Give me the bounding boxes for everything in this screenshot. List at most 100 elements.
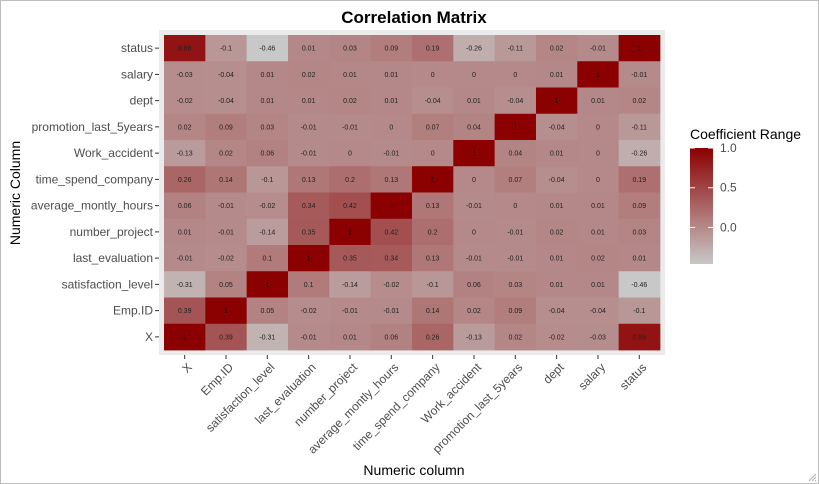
heatmap-cell: [164, 271, 206, 298]
heatmap-cell: [329, 271, 372, 298]
cell-value-label: 0.03: [632, 229, 646, 236]
heatmap-cell: [618, 297, 661, 325]
cell-value-label: 0.05: [219, 282, 233, 289]
heatmap-cell: [164, 297, 206, 325]
cell-value-label: 0.09: [219, 124, 233, 131]
heatmap-cell: [577, 297, 620, 325]
heatmap-cell: [246, 61, 289, 88]
resize-grip-icon[interactable]: [807, 472, 817, 482]
cell-value-label: 0.02: [591, 256, 605, 263]
cell-value-label: -0.01: [218, 203, 234, 210]
heatmap-cell: [329, 140, 372, 167]
heatmap-cell: [494, 271, 537, 298]
cell-value-label: 0.34: [302, 203, 316, 210]
heatmap-cell: [618, 87, 661, 115]
heatmap-cell: [205, 192, 248, 220]
heatmap-cell: [370, 113, 413, 141]
cell-value-label: 1: [596, 72, 600, 79]
cell-value-label: 1: [431, 177, 435, 184]
cell-value-label: -0.01: [631, 72, 647, 79]
heatmap-cell: [577, 61, 620, 88]
cell-value-label: 0: [596, 177, 600, 184]
heatmap-cell: [287, 140, 330, 167]
cell-value-label: 0.02: [219, 151, 233, 158]
cell-value-label: -0.01: [507, 256, 523, 263]
cell-value-label: 0.01: [384, 98, 398, 105]
heatmap-cell: [370, 192, 413, 220]
y-tick-label: Work_accident: [74, 146, 154, 160]
heatmap-cell: [453, 245, 496, 272]
cell-value-label: 1: [348, 229, 352, 236]
cell-value-label: 0.06: [467, 282, 481, 289]
cell-value-label: 0.01: [343, 72, 357, 79]
legend: Coefficient Range 1.0 0.5 0.0: [690, 126, 801, 264]
cell-value-label: 0.03: [508, 282, 522, 289]
y-tick-label: time_spend_company: [36, 172, 153, 186]
heatmap-cell: [577, 35, 620, 62]
cell-value-label: -0.04: [549, 124, 565, 131]
heatmap-cells: [164, 35, 661, 351]
legend-title: Coefficient Range: [690, 126, 801, 142]
cell-value-label: 0.14: [426, 308, 440, 315]
cell-value-label: 0.01: [261, 98, 275, 105]
legend-colorbar: [690, 148, 713, 264]
heatmap-cell: [164, 218, 206, 246]
cell-value-label: -0.14: [342, 282, 358, 289]
heatmap-cell: [164, 87, 206, 115]
cell-value-label: 0.19: [426, 46, 440, 53]
heatmap-cell: [453, 35, 496, 62]
heatmap-cell: [494, 297, 537, 325]
cell-value-label: 0.05: [261, 308, 275, 315]
legend-tick-label: 1.0: [720, 141, 737, 155]
heatmap-cell: [205, 87, 248, 115]
cell-value-label: 0.02: [467, 308, 481, 315]
cell-value-label: 0.04: [508, 151, 522, 158]
heatmap-cell: [618, 323, 661, 351]
heatmap-cell: [453, 323, 496, 351]
cell-value-label: 0.02: [178, 124, 192, 131]
heatmap-cell: [287, 35, 330, 62]
heatmap-cell: [205, 271, 248, 298]
heatmap-cell: [411, 140, 454, 167]
cell-value-label: 0.01: [384, 72, 398, 79]
heatmap-cell: [494, 245, 537, 272]
legend-ticks: 1.0 0.5 0.0: [690, 141, 737, 234]
heatmap-cell: [370, 35, 413, 62]
heatmap-cell: [494, 140, 537, 167]
heatmap-cell: [535, 245, 578, 272]
cell-value-label: 0: [472, 177, 476, 184]
cell-value-label: 0.02: [508, 334, 522, 341]
cell-value-label: 0.09: [632, 203, 646, 210]
cell-value-label: 0: [472, 72, 476, 79]
heatmap-cell: [329, 35, 372, 62]
cell-value-label: -0.01: [342, 124, 358, 131]
cell-value-label: -0.01: [383, 151, 399, 158]
heatmap-cell: [329, 192, 372, 220]
heatmap-cell: [411, 87, 454, 115]
cell-value-label: -0.04: [507, 98, 523, 105]
cell-value-label: 0.34: [384, 256, 398, 263]
x-tick-label: Emp.ID: [198, 360, 236, 398]
heatmap-cell: [494, 61, 537, 88]
cell-value-label: 0.07: [508, 177, 522, 184]
heatmap-cell: [329, 218, 372, 246]
heatmap-cell: [329, 87, 372, 115]
cell-value-label: 0.42: [384, 229, 398, 236]
cell-value-label: 1: [472, 151, 476, 158]
cell-value-label: 1: [183, 334, 187, 341]
heatmap-cell: [205, 245, 248, 272]
heatmap-cell: [164, 166, 206, 193]
cell-value-label: 1: [555, 98, 559, 105]
heatmap-cell: [411, 297, 454, 325]
heatmap-cell: [494, 35, 537, 62]
heatmap-cell: [618, 245, 661, 272]
cell-value-label: -0.31: [259, 334, 275, 341]
y-tick-label: X: [145, 330, 153, 344]
cell-value-label: -0.01: [218, 229, 234, 236]
cell-value-label: -0.04: [218, 98, 234, 105]
cell-value-label: -0.01: [466, 256, 482, 263]
cell-value-label: 0.2: [345, 177, 355, 184]
cell-value-label: -0.01: [383, 308, 399, 315]
heatmap-cell: [618, 113, 661, 141]
cell-value-label: -0.1: [427, 282, 439, 289]
